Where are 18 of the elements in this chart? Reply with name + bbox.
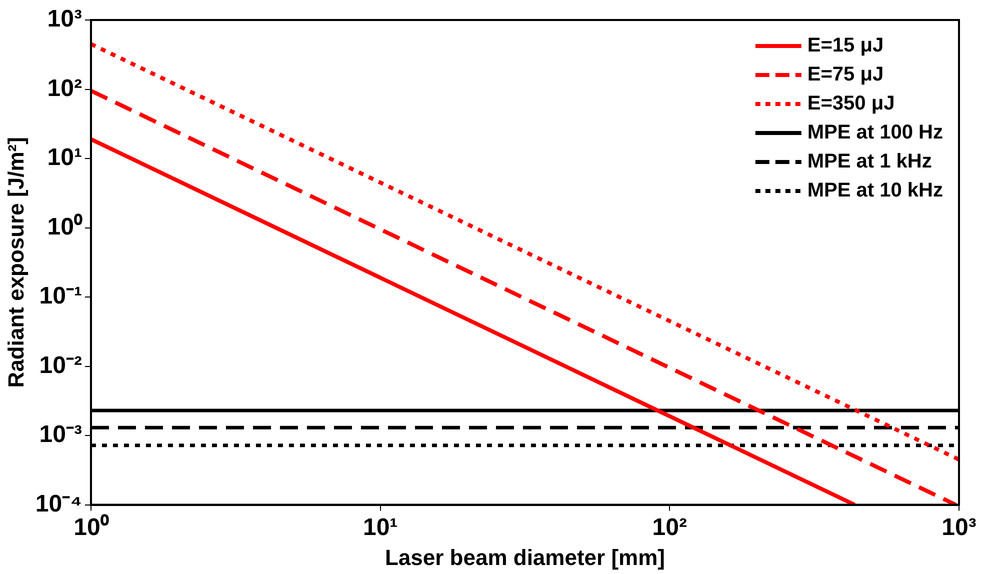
y-tick-label: 10³ <box>47 6 82 33</box>
legend-label: MPE at 1 kHz <box>807 150 932 173</box>
y-tick-label: 10⁻³ <box>39 421 82 448</box>
y-tick-label: 10⁻² <box>39 352 82 379</box>
legend-label: E=75 μJ <box>807 64 884 86</box>
y-tick-label: 10⁰ <box>47 213 83 240</box>
x-tick-label: 10³ <box>942 514 976 541</box>
legend-label: MPE at 100 Hz <box>807 122 944 144</box>
legend-label: E=350 μJ <box>807 92 895 115</box>
y-tick-label: 10¹ <box>47 144 82 172</box>
x-tick-label: 10² <box>652 514 688 541</box>
y-tick-label: 10⁻¹ <box>39 282 82 310</box>
y-axis-title: Radiant exposure [J/m²] <box>3 137 28 388</box>
x-axis-title: Laser beam diameter [mm] <box>384 544 665 570</box>
legend-label: MPE at 10 kHz <box>807 180 944 202</box>
x-tick-label: 10¹ <box>362 514 398 541</box>
y-tick-label: 10² <box>47 74 82 102</box>
legend-label: E=15 μJ <box>807 34 884 57</box>
